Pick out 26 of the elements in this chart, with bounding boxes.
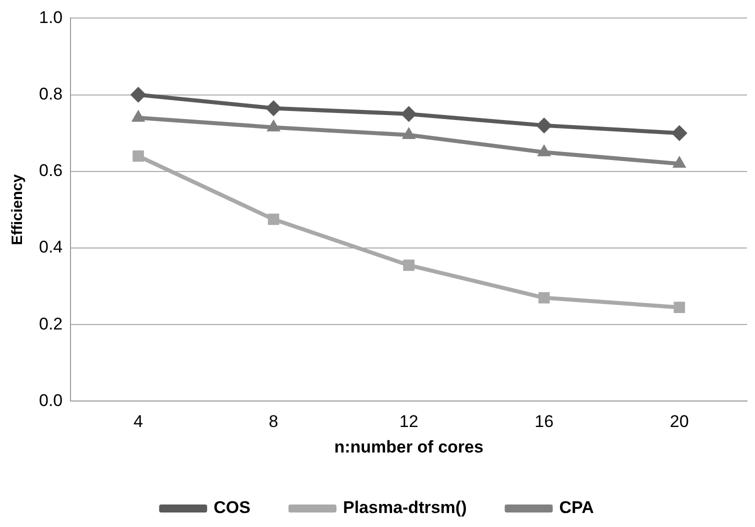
y-tick-label: 0.0 xyxy=(38,390,63,410)
point xyxy=(268,214,280,225)
x-tick-label: 8 xyxy=(268,412,278,432)
point xyxy=(536,117,552,134)
x-tick-label: 4 xyxy=(134,412,144,432)
x-tick-label: 16 xyxy=(534,412,554,432)
point xyxy=(130,86,146,103)
y-tick-label: 0.4 xyxy=(38,238,63,257)
legend-label: Plasma-dtrsm() xyxy=(342,498,467,518)
point xyxy=(671,125,688,142)
point xyxy=(266,100,282,116)
y-tick-label: 0.8 xyxy=(38,84,63,104)
x-tick-label: 12 xyxy=(399,412,418,432)
point xyxy=(403,260,414,271)
point xyxy=(132,150,144,162)
y-tick-label: 1.0 xyxy=(38,8,63,27)
x-tick-label: 20 xyxy=(670,412,689,432)
legend-label: COS xyxy=(214,498,250,518)
legend-label: CPA xyxy=(559,498,594,518)
point xyxy=(400,106,417,122)
y-axis-title: Efficiency xyxy=(9,174,26,246)
point xyxy=(538,292,550,304)
point xyxy=(674,302,686,314)
x-axis-title: n:number of cores xyxy=(334,437,484,456)
y-tick-label: 0.6 xyxy=(38,161,63,180)
y-tick-label: 0.2 xyxy=(38,314,63,334)
